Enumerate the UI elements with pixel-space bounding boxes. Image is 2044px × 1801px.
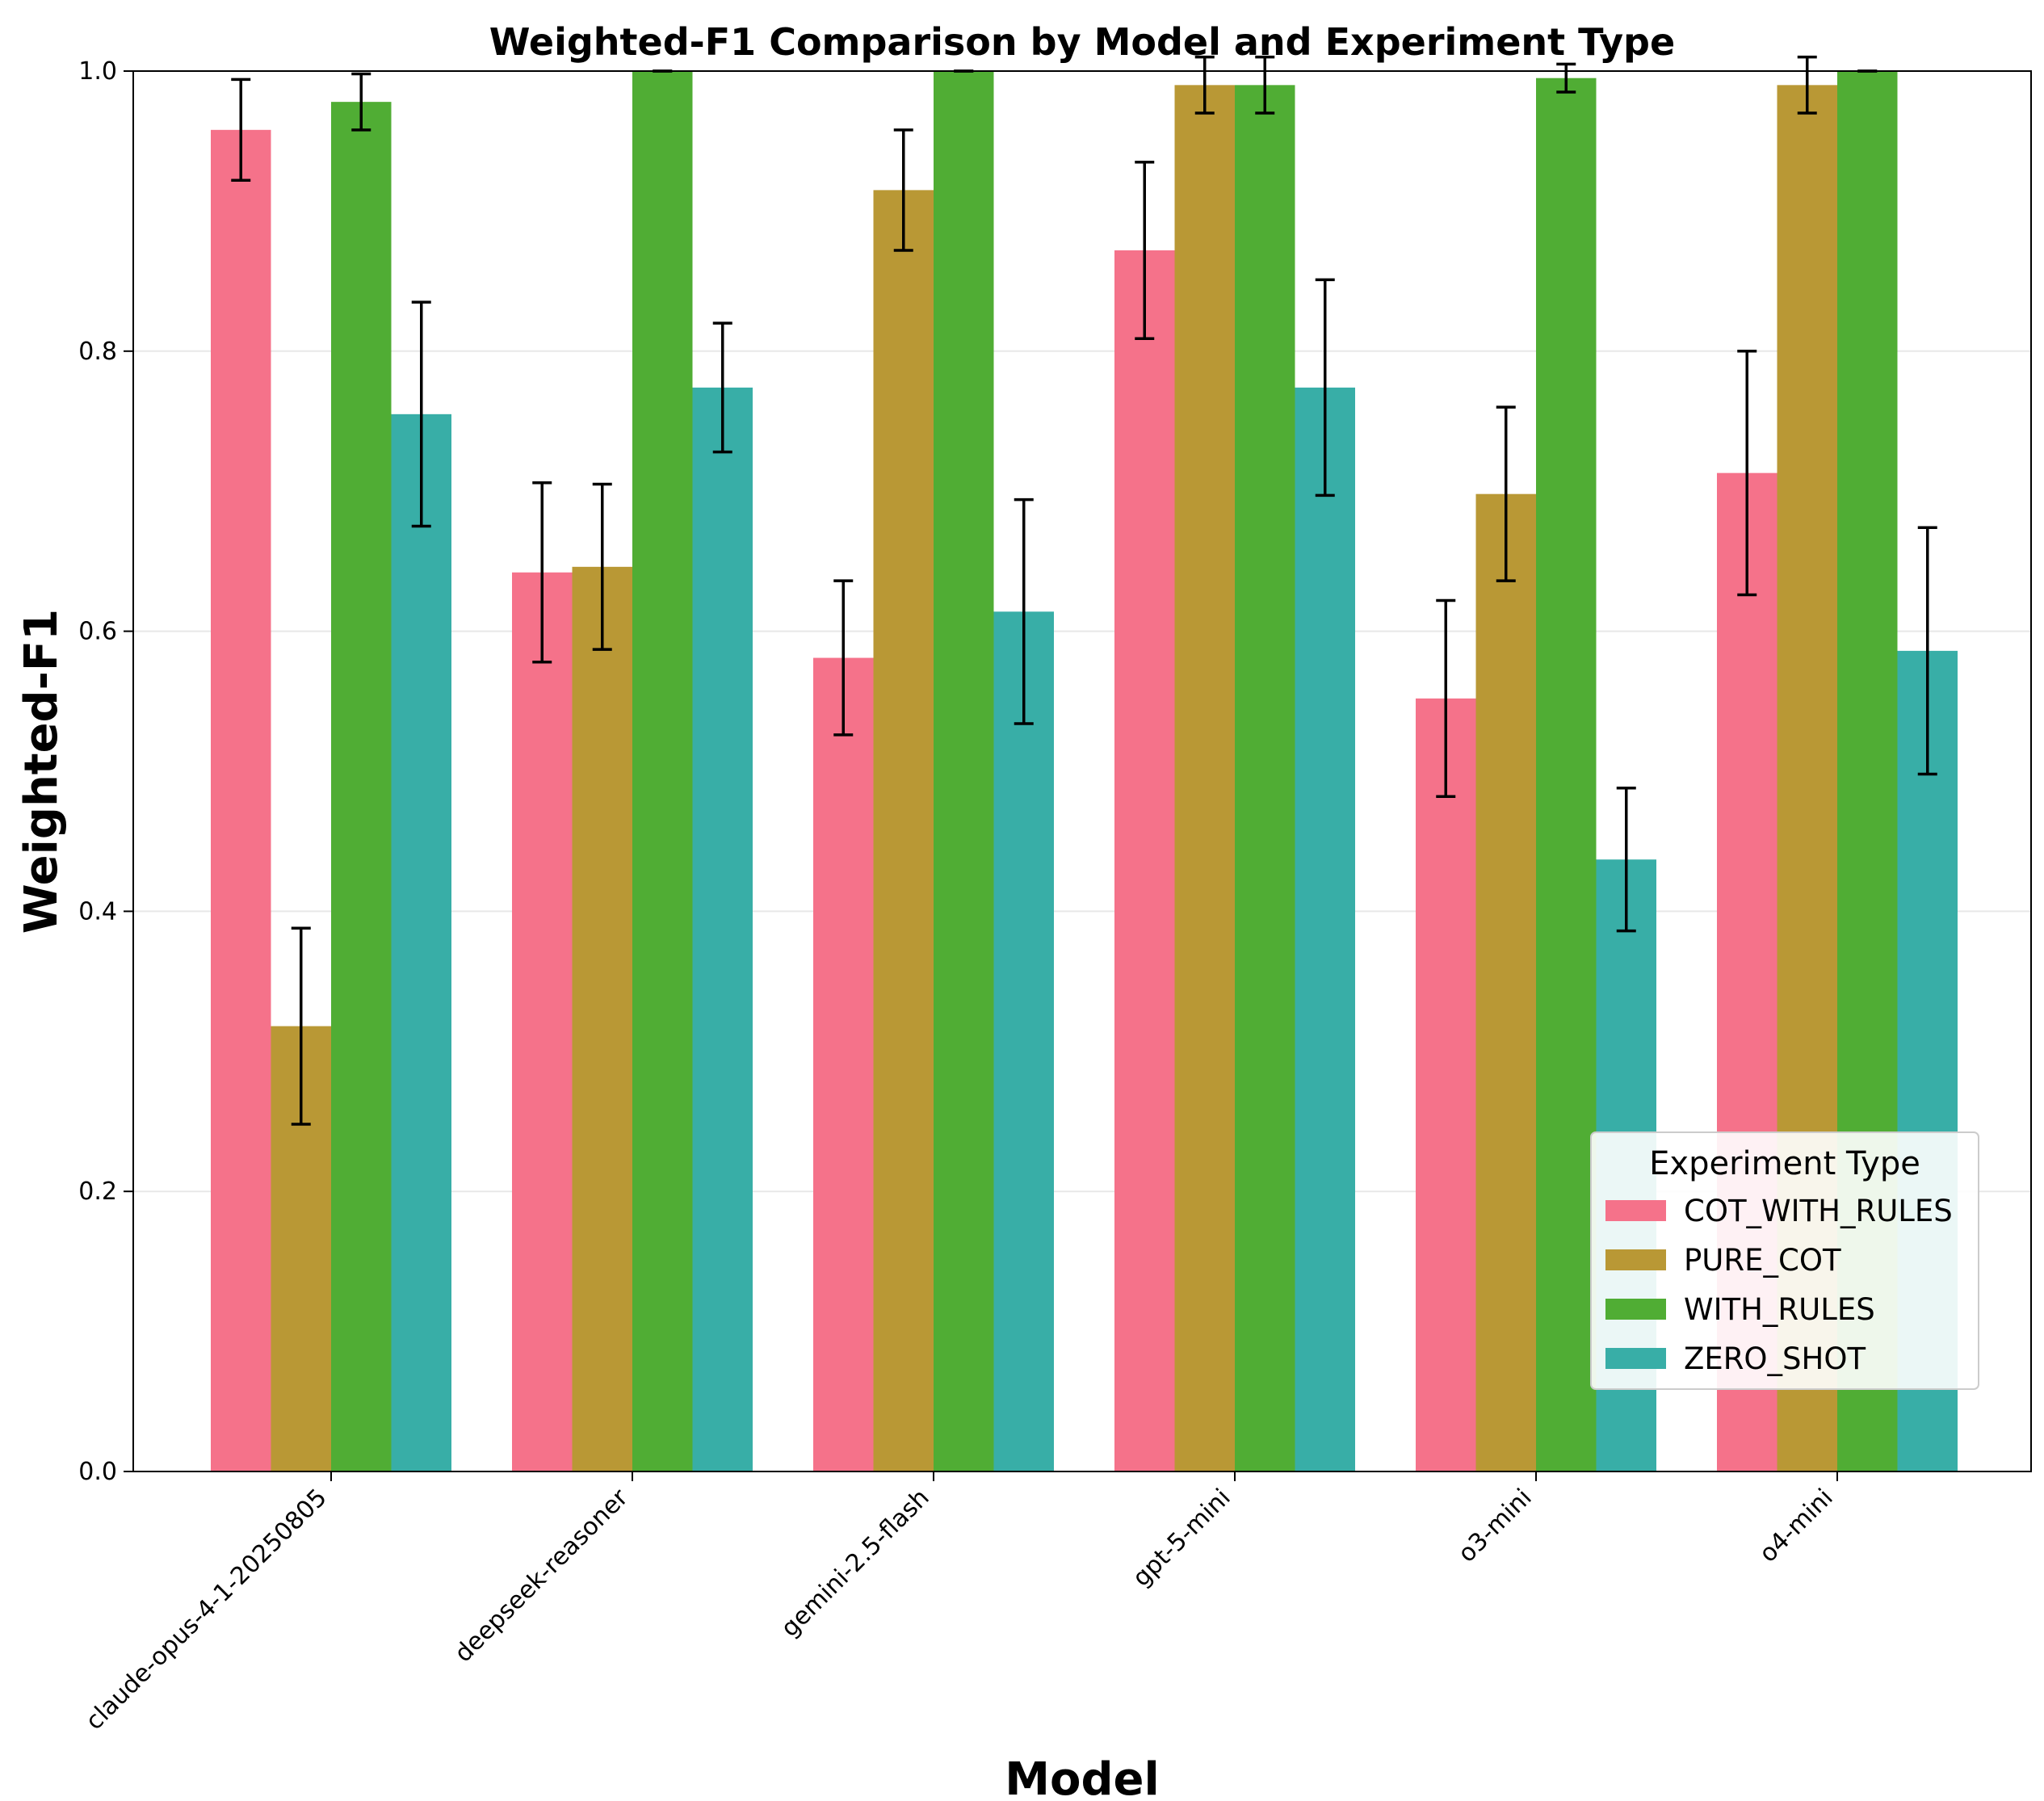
y-tick-label: 0.6	[78, 618, 117, 646]
legend-title: Experiment Type	[1649, 1145, 1920, 1182]
bar-with-rules	[1536, 78, 1597, 1471]
legend-label: ZERO_SHOT	[1684, 1341, 1866, 1376]
bar-zero-shot	[993, 611, 1054, 1471]
y-axis-ticks: 0.0 0.2 0.4 0.6 0.8 1.0	[78, 57, 133, 1486]
bar-pure-cot	[572, 566, 632, 1472]
y-tick-label: 1.0	[78, 57, 117, 86]
legend-label: PURE_COT	[1684, 1243, 1841, 1278]
legend: Experiment Type COT_WITH_RULES PURE_COT WI…	[1590, 1131, 1979, 1390]
x-axis-label: Model	[1005, 1753, 1159, 1801]
bar-cot-with-rules	[1416, 698, 1476, 1471]
bar-with-rules	[331, 102, 392, 1472]
bar-pure-cot	[1174, 85, 1235, 1472]
y-tick-label: 0.0	[78, 1458, 117, 1486]
bar-with-rules	[1235, 85, 1295, 1472]
legend-swatch	[1605, 1249, 1666, 1270]
bar-zero-shot	[692, 387, 753, 1471]
bar-with-rules	[632, 71, 693, 1471]
legend-label: WITH_RULES	[1684, 1292, 1875, 1327]
bar-with-rules	[934, 71, 994, 1471]
bar-zero-shot	[391, 414, 451, 1471]
legend-label: COT_WITH_RULES	[1684, 1194, 1953, 1228]
bar-cot-with-rules	[512, 572, 573, 1471]
legend-swatch	[1605, 1200, 1666, 1221]
bar-pure-cot	[1475, 493, 1536, 1472]
y-tick-label: 0.2	[78, 1178, 117, 1206]
bars-group	[211, 71, 1958, 1472]
error-bars-group	[231, 55, 1937, 1126]
bar-cot-with-rules	[211, 129, 271, 1471]
chart-title: Weighted-F1 Comparison by Model and Expe…	[489, 20, 1675, 64]
legend-box	[1590, 1131, 1979, 1390]
legend-swatch	[1605, 1299, 1666, 1320]
legend-swatch	[1605, 1348, 1666, 1369]
y-tick-label: 0.4	[78, 897, 117, 926]
bar-cot-with-rules	[1114, 250, 1175, 1471]
plot-area-frame	[132, 70, 2032, 1472]
bar-zero-shot	[1295, 387, 1355, 1471]
bar-cot-with-rules	[813, 657, 874, 1471]
bar-pure-cot	[873, 190, 934, 1471]
y-tick-label: 0.8	[78, 338, 117, 366]
y-axis-label: Weighted-F1	[15, 609, 68, 934]
